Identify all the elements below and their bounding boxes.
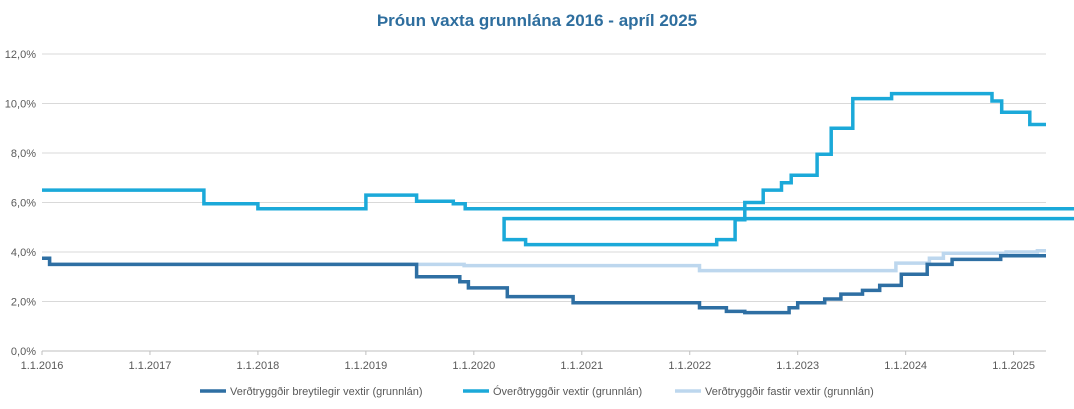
x-axis-tick-labels: 1.1.2016 1.1.2017 1.1.2018 1.1.2019 1.1.2020… <box>21 351 1035 372</box>
legend-entry: Óverðtryggðir vextir (grunnlán) <box>493 385 642 398</box>
y-tick-label: 6,0% <box>11 198 36 210</box>
x-tick-label: 1.1.2024 <box>884 360 927 372</box>
y-axis-tick-labels: 0,0% 2,0% 4,0% 6,0% 8,0% 10,0% 12,0% <box>5 49 36 358</box>
x-tick-label: 1.1.2021 <box>560 360 603 372</box>
gridlines <box>42 53 1046 352</box>
chart-title: Þróun vaxta grunnlána 2016 - apríl 2025 <box>377 11 697 30</box>
x-tick-label: 1.1.2016 <box>21 360 64 372</box>
series-line <box>42 253 1046 315</box>
series-line <box>42 91 1074 247</box>
x-tick-label: 1.1.2023 <box>776 360 819 372</box>
x-tick-label: 1.1.2018 <box>236 360 279 372</box>
y-tick-label: 2,0% <box>11 297 36 309</box>
legend-entry: Verðtryggðir fastir vextir (grunnlán) <box>705 386 874 398</box>
y-tick-label: 8,0% <box>11 148 36 160</box>
y-tick-label: 12,0% <box>5 49 36 61</box>
y-tick-label: 4,0% <box>11 247 36 259</box>
x-tick-label: 1.1.2025 <box>992 360 1035 372</box>
x-tick-label: 1.1.2022 <box>668 360 711 372</box>
series-lines <box>42 91 1074 315</box>
y-tick-label: 0,0% <box>11 346 36 358</box>
x-tick-label: 1.1.2020 <box>452 360 495 372</box>
x-tick-label: 1.1.2019 <box>344 360 387 372</box>
legend: Verðtryggðir breytilegir vextir (grunnlá… <box>200 385 874 398</box>
series-line <box>42 249 1046 273</box>
x-tick-label: 1.1.2017 <box>129 360 172 372</box>
y-tick-label: 10,0% <box>5 99 36 111</box>
legend-entry: Verðtryggðir breytilegir vextir (grunnlá… <box>230 386 423 398</box>
